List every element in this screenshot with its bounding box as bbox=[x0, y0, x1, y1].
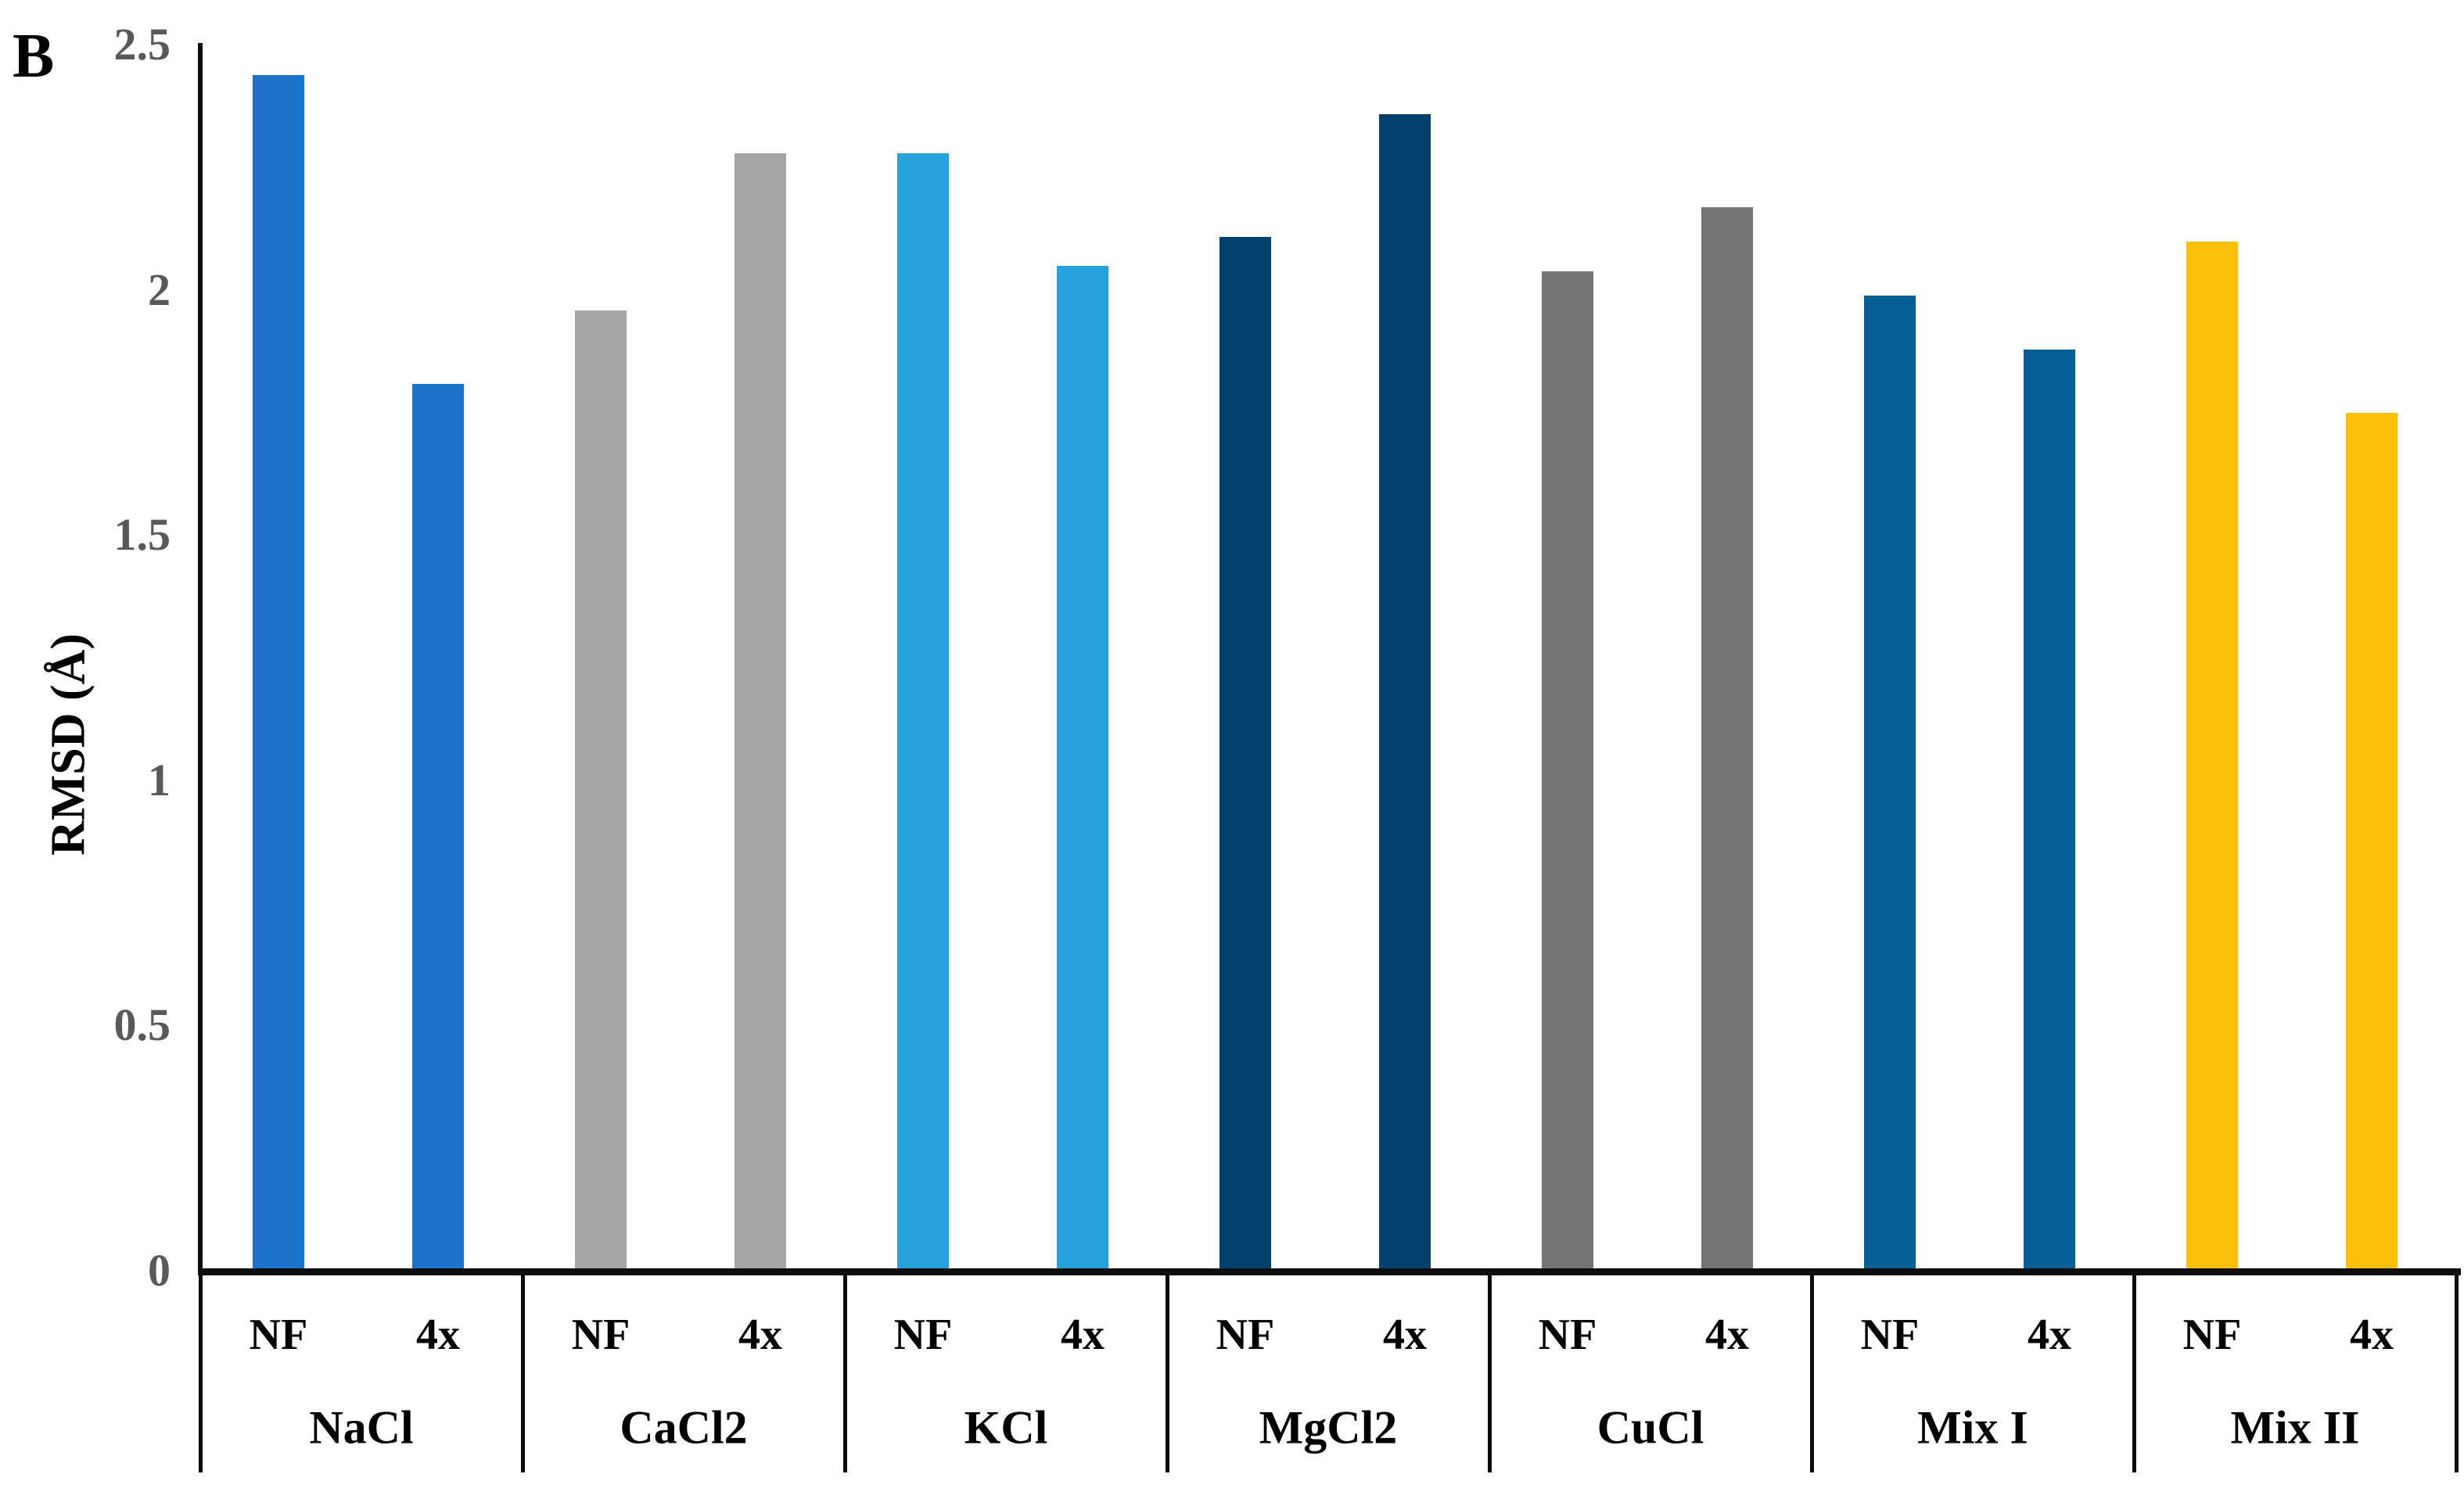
group-separator-line bbox=[2455, 1275, 2459, 1472]
category-label-kcl: KCl bbox=[964, 1401, 1048, 1454]
plot-area bbox=[253, 75, 2398, 1271]
category-label-mix-ii: Mix II bbox=[2230, 1401, 2360, 1454]
bar-mgcl2-4x bbox=[1379, 114, 1431, 1271]
category-label-nacl: NaCl bbox=[309, 1401, 414, 1454]
condition-label-nf: NF bbox=[1538, 1311, 1597, 1359]
bar-cucl-nf bbox=[1542, 271, 1593, 1271]
condition-label-4x: 4x bbox=[1061, 1311, 1104, 1359]
group-separator-line bbox=[1166, 1275, 1169, 1472]
category-label-cacl2: CaCl2 bbox=[620, 1401, 748, 1454]
group-separator-line bbox=[199, 1275, 203, 1472]
bar-cacl2-4x bbox=[735, 153, 786, 1271]
bar-kcl-nf bbox=[897, 153, 949, 1271]
category-label-cucl: CuCl bbox=[1597, 1401, 1704, 1454]
bar-cacl2-nf bbox=[575, 310, 627, 1271]
condition-label-4x: 4x bbox=[2028, 1311, 2071, 1359]
condition-label-4x: 4x bbox=[2350, 1311, 2394, 1359]
condition-label-nf: NF bbox=[249, 1311, 308, 1359]
bar-nacl-4x bbox=[412, 384, 464, 1271]
y-tick-label: 0 bbox=[148, 1244, 171, 1296]
condition-label-nf: NF bbox=[2182, 1311, 2242, 1359]
condition-label-4x: 4x bbox=[738, 1311, 782, 1359]
category-label-mgcl2: MgCl2 bbox=[1259, 1401, 1398, 1454]
bar-mix-ii-nf bbox=[2186, 242, 2238, 1271]
y-tick-label: 1.5 bbox=[113, 509, 171, 561]
y-tick-label: 2.5 bbox=[113, 18, 171, 70]
group-separator-line bbox=[843, 1275, 847, 1472]
bar-nacl-nf bbox=[253, 75, 304, 1271]
bar-mgcl2-nf bbox=[1219, 237, 1271, 1271]
group-separator-line bbox=[1488, 1275, 1492, 1472]
panel-letter-label: B bbox=[13, 22, 55, 91]
bar-mix-i-4x bbox=[2024, 350, 2075, 1271]
y-tick-label: 0.5 bbox=[113, 999, 171, 1051]
x-axis-line bbox=[198, 1268, 2461, 1275]
bar-mix-ii-4x bbox=[2346, 413, 2398, 1271]
bar-mix-i-nf bbox=[1864, 296, 1916, 1271]
y-tick-label: 1 bbox=[148, 754, 171, 805]
condition-label-nf: NF bbox=[1860, 1311, 1920, 1359]
category-label-mix-i: Mix I bbox=[1917, 1401, 2028, 1454]
bar-cucl-4x bbox=[1701, 207, 1753, 1271]
condition-label-nf: NF bbox=[571, 1311, 630, 1359]
bar-kcl-4x bbox=[1057, 266, 1108, 1271]
group-separator-line bbox=[521, 1275, 525, 1472]
condition-label-4x: 4x bbox=[416, 1311, 460, 1359]
group-separator-line bbox=[2132, 1275, 2136, 1472]
y-axis-line bbox=[198, 43, 203, 1271]
group-separator-line bbox=[1810, 1275, 1814, 1472]
condition-label-nf: NF bbox=[1216, 1311, 1275, 1359]
condition-label-4x: 4x bbox=[1383, 1311, 1427, 1359]
condition-label-nf: NF bbox=[893, 1311, 953, 1359]
y-tick-label: 2 bbox=[148, 264, 171, 315]
condition-label-4x: 4x bbox=[1705, 1311, 1749, 1359]
